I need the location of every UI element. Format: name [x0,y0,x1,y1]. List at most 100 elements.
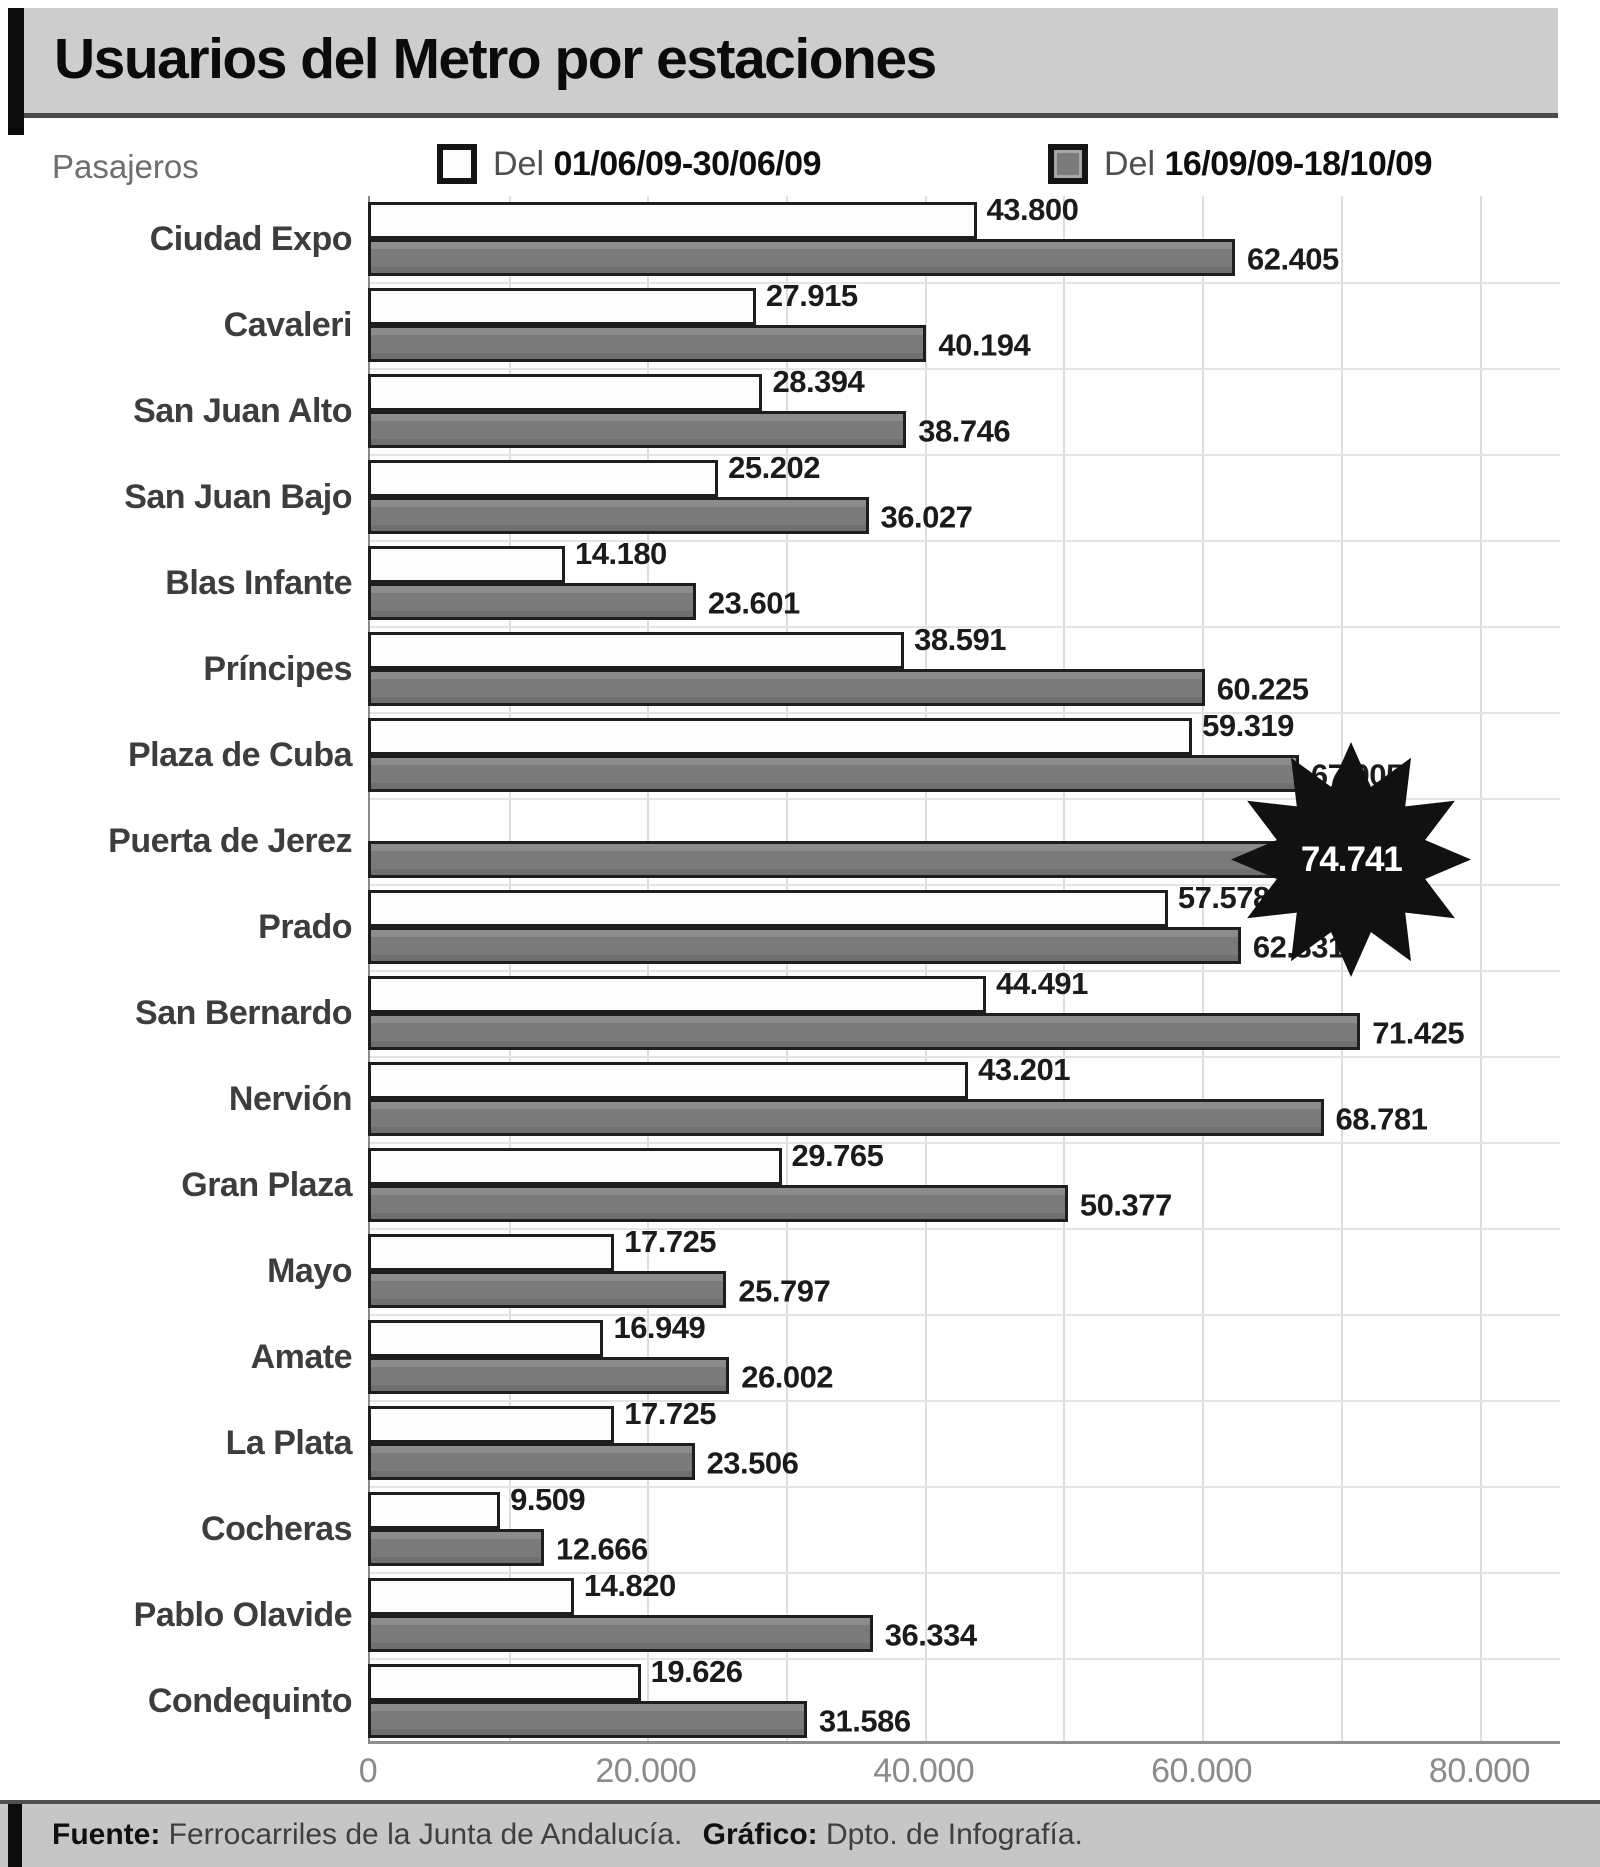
footer-bar: Fuente: Ferrocarriles de la Junta de And… [0,1800,1600,1867]
station-row: San Juan Bajo 25.202 36.027 [0,450,1600,540]
axis-unit-label: Pasajeros [52,148,199,185]
station-row: Puerta de Jerez 74.741 [0,742,1600,977]
bar-period2 [368,1443,695,1480]
legend-label-june: Del 01/06/09-30/06/09 [493,145,822,184]
station-row: Plaza de Cuba 59.31967.005 [0,708,1600,798]
bar-period1 [368,460,719,497]
bar-line-period1: 27.915 [368,278,1560,325]
bar-period1 [368,890,1168,927]
bar-period2 [368,1357,730,1394]
bar-value-period1: 14.180 [574,536,667,571]
bar-period2 [368,239,1235,276]
x-tick-label: 20.000 [595,1752,697,1790]
bar-chart: Ciudad Expo 43.800 62.405 Cavaleri 27.915 40.… [0,192,1600,1744]
station-bars: 14.180 23.601 [368,536,1560,626]
gridline-vertical [786,196,789,1741]
bar-line-period1: 19.626 [368,1654,1560,1701]
station-label: Puerta de Jerez [108,821,352,860]
bar-value-period2: 36.334 [884,1616,977,1652]
bar-value-period2: 23.506 [706,1444,799,1480]
bar-line-period1: 43.800 [368,192,1560,239]
station-row: Mayo 17.725 25.797 [0,1224,1600,1314]
x-tick-label: 40.000 [873,1752,975,1790]
bar-period2 [368,1099,1324,1136]
station-bars: 25.202 36.027 [368,450,1560,540]
footer-text: Fuente: Ferrocarriles de la Junta de And… [52,1818,1095,1852]
bar-value-period1: 27.915 [765,278,858,313]
bar-value-period1: 25.202 [728,450,820,485]
station-bars: 28.394 38.746 [368,364,1560,454]
station-label: Cavaleri [223,305,353,344]
bar-line-period1: 14.820 [368,1568,1560,1615]
legend-dates-september: 16/09/09-18/10/09 [1164,144,1433,183]
station-label: Condequinto [147,1681,353,1720]
gridline-horizontal [370,282,1560,284]
bar-period2 [368,927,1241,964]
station-bars: 16.949 26.002 [368,1310,1560,1400]
gridline-horizontal [370,540,1560,542]
gridline-horizontal [370,1142,1560,1144]
source-label: Fuente: [52,1818,161,1851]
station-label: San Juan Bajo [124,477,352,516]
bar-line-period2: 36.027 [368,497,1560,534]
bar-value-period2: 60.225 [1216,670,1309,706]
bar-period1 [368,1234,615,1271]
bar-value-period2: 68.781 [1335,1100,1428,1136]
bar-period2 [368,411,907,448]
station-row: Príncipes 38.591 60.225 [0,622,1600,712]
station-row: Blas Infante 14.180 23.601 [0,536,1600,626]
station-row: Ciudad Expo 43.800 62.405 [0,192,1600,282]
bar-value-period1: 9.509 [510,1482,586,1517]
bar-line-period2: 26.002 [368,1357,1560,1394]
station-label: Amate [250,1337,353,1376]
bar-period2 [368,325,927,362]
legend-swatch-white-icon [437,144,477,184]
bar-period1 [368,632,905,669]
bar-value-period2: 26.002 [741,1358,834,1394]
chart-rows: Ciudad Expo 43.800 62.405 Cavaleri 27.915 40.… [0,192,1600,1744]
bar-value-period1: 29.765 [791,1138,884,1173]
bar-value-period2: 62.405 [1246,240,1339,276]
bar-value-period2: 40.194 [938,326,1031,362]
bar-value-period2: 23.601 [707,584,800,620]
bar-period1 [368,1664,641,1701]
station-label: La Plata [225,1423,353,1462]
bar-value-period1: 17.725 [624,1224,717,1259]
bar-line-period2: 25.797 [368,1271,1560,1308]
gridline-vertical [1340,196,1343,1741]
gridline-vertical [924,196,927,1741]
gridline-vertical [508,196,511,1741]
gridline-horizontal [370,368,1560,370]
bar-value-period1: 16.949 [613,1310,706,1345]
bar-value-period2: 25.797 [738,1272,831,1308]
bar-period1 [368,718,1193,755]
bar-value-period1: 43.201 [978,1052,1070,1087]
bar-period1 [368,546,565,583]
station-row: San Bernardo 44.491 71.425 [0,966,1600,1056]
station-bars: 59.31967.005 [368,708,1560,798]
legend-label-september: Del 16/09/09-18/10/09 [1104,144,1433,184]
bar-period1 [368,1492,501,1529]
bar-period1 [368,1578,574,1615]
bar-line-period2: 36.334 [368,1615,1560,1652]
station-bars: 17.725 25.797 [368,1224,1560,1314]
bar-value-period1: 19.626 [650,1654,743,1689]
x-tick-label: 0 [358,1752,378,1790]
bar-line-period2: 50.377 [368,1185,1560,1222]
gridline-horizontal [370,1228,1560,1230]
bar-line-period1: 17.725 [368,1224,1560,1271]
bar-line-period1: 29.765 [368,1138,1560,1185]
station-bars: 74.741 [368,742,1560,977]
station-bars: 19.626 31.586 [368,1654,1560,1744]
station-label: Blas Infante [165,563,352,602]
bar-period2 [368,1013,1361,1050]
bar-value-period1: 44.491 [996,966,1088,1001]
bar-period1 [368,374,763,411]
bar-line-period2: 60.225 [368,669,1560,706]
bar-line-period1: 16.949 [368,1310,1560,1357]
station-label: Prado [258,907,352,946]
bar-value-period1: 43.800 [986,192,1079,227]
bar-period2 [368,1529,544,1566]
bar-line-period1: 38.591 [368,622,1560,669]
